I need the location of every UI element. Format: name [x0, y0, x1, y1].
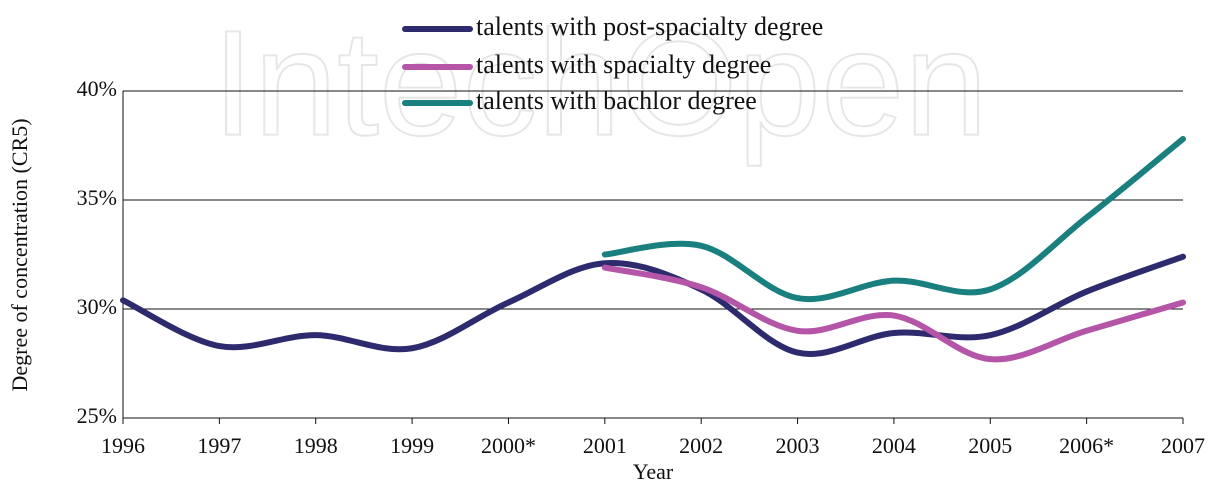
x-tick-label: 2001 — [583, 433, 627, 458]
x-tick-label: 2003 — [776, 433, 820, 458]
x-tick-label: 2000* — [481, 433, 536, 458]
x-tick-label: 1996 — [101, 433, 145, 458]
series-line — [601, 135, 1186, 303]
x-tick-label: 2004 — [872, 433, 916, 458]
watermark: IntechOpen — [212, 0, 988, 167]
x-tick-label: 2006* — [1059, 433, 1114, 458]
y-axis-label: Degree of concentration (CR5) — [7, 118, 32, 391]
legend-label: talents with spacialty degree — [476, 50, 771, 79]
x-tick-label: 1998 — [294, 433, 338, 458]
legend-label: talents with bachlor degree — [476, 86, 757, 115]
x-tick-label: 2005 — [968, 433, 1012, 458]
x-tick-label: 2002 — [679, 433, 723, 458]
x-tick-label: 2007 — [1161, 433, 1205, 458]
legend-label: talents with post-spacialty degree — [476, 12, 823, 41]
y-tick-label: 40% — [77, 76, 117, 101]
series-line — [120, 253, 1186, 357]
x-tick-label: 1997 — [197, 433, 241, 458]
x-axis-label: Year — [633, 459, 674, 484]
y-tick-label: 35% — [77, 185, 117, 210]
series-line — [601, 264, 1186, 363]
y-tick-label: 25% — [77, 403, 117, 428]
y-tick-label: 30% — [77, 294, 117, 319]
x-tick-label: 1999 — [390, 433, 434, 458]
